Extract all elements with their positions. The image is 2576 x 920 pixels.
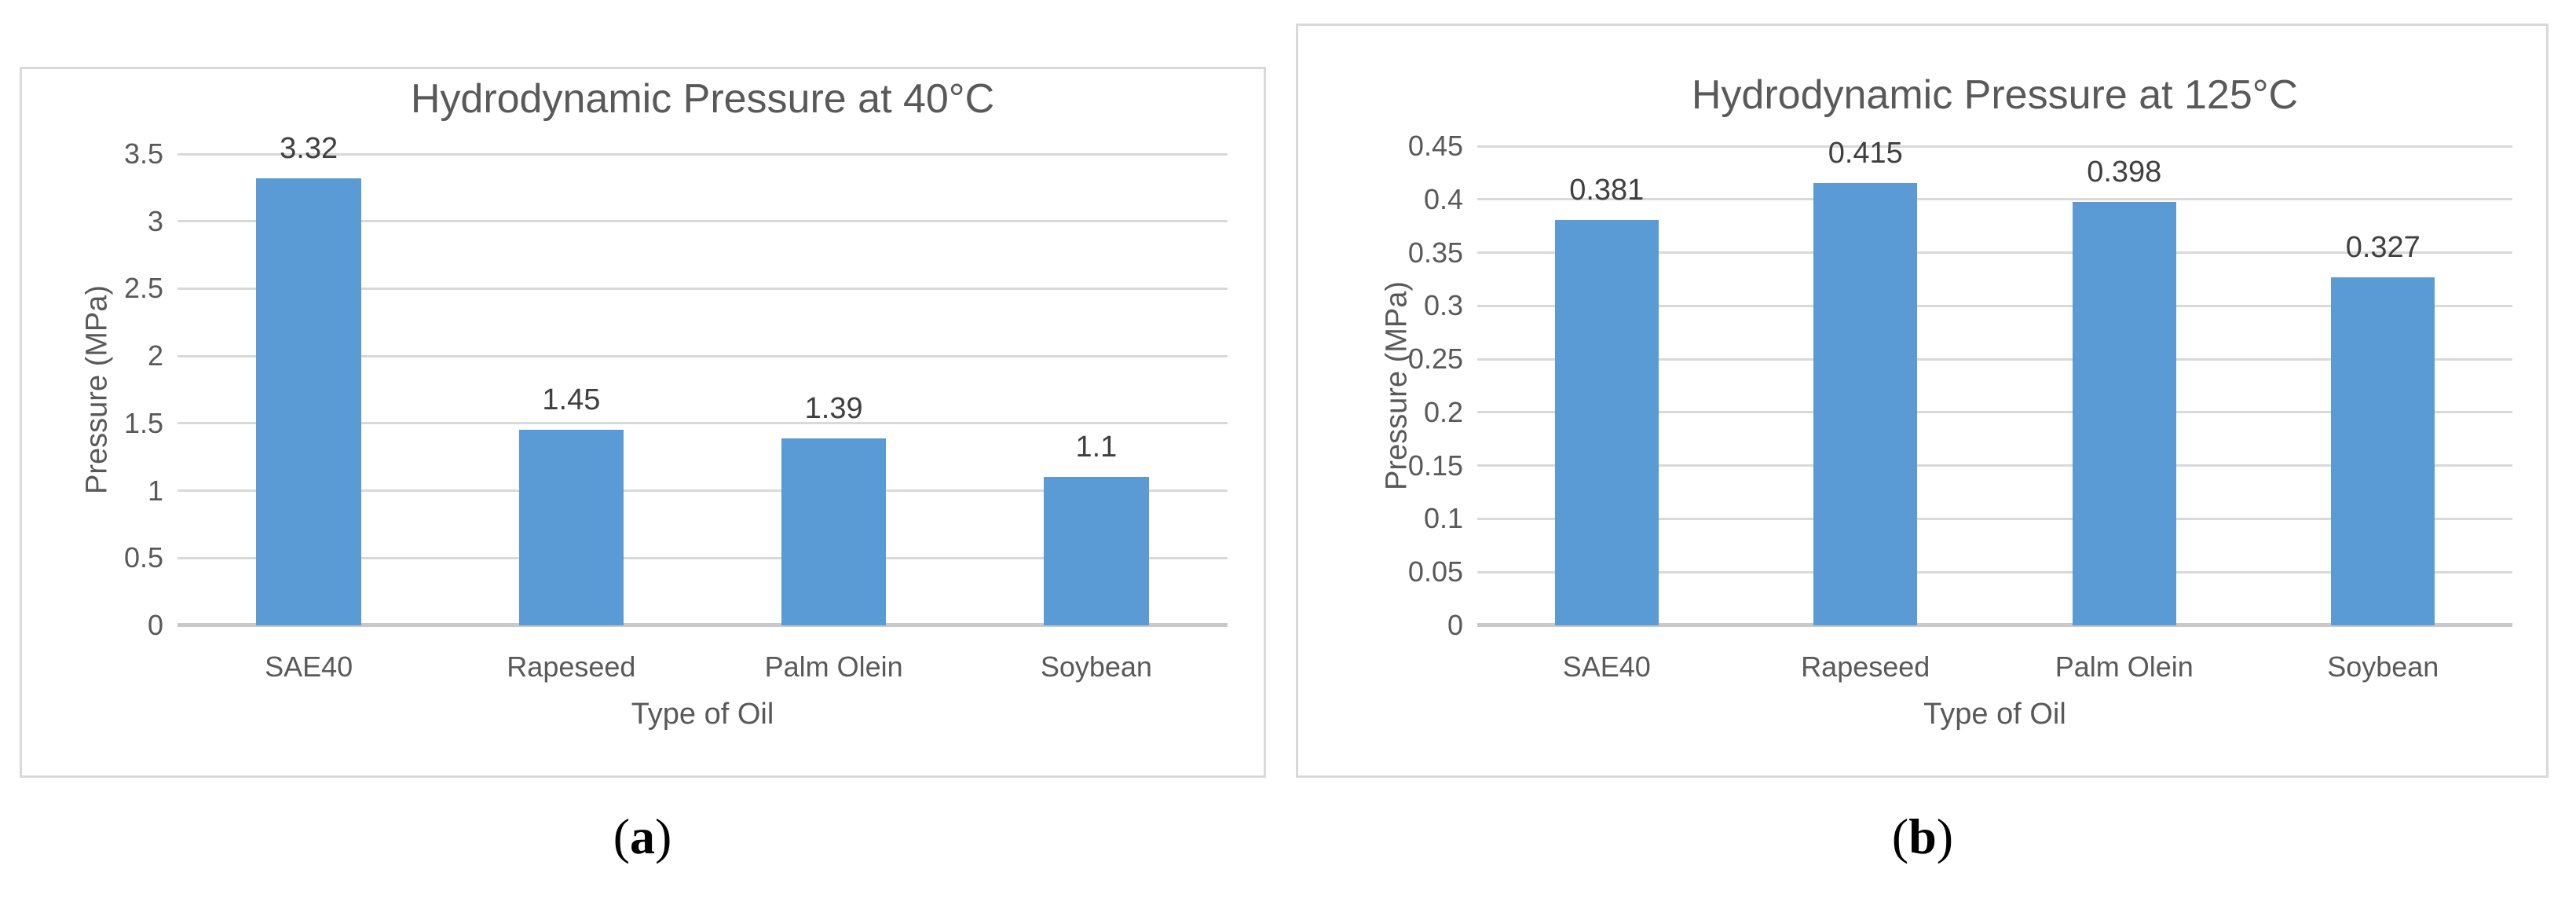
plot-area: Pressure (MPa) Type of Oil 0 0.05 0.1 0.15 0… bbox=[1381, 130, 2512, 731]
gridline bbox=[177, 152, 1228, 156]
y-tick-label: 0 bbox=[147, 609, 163, 641]
bar bbox=[2331, 277, 2435, 625]
y-tick-label: 1 bbox=[147, 474, 163, 507]
y-tick-label: 0.1 bbox=[1423, 502, 1463, 535]
caption-letter: b bbox=[1908, 808, 1937, 864]
gridline bbox=[1477, 357, 2512, 361]
y-tick-label: 3 bbox=[147, 204, 163, 237]
y-tick-label: 0.4 bbox=[1423, 182, 1463, 215]
x-category-label: Palm Olein bbox=[764, 651, 903, 683]
x-category-label: Soybean bbox=[2327, 651, 2439, 683]
bar bbox=[781, 438, 887, 625]
gridline bbox=[177, 287, 1228, 290]
y-tick-label: 0.35 bbox=[1407, 236, 1463, 269]
bar-value-label: 1.39 bbox=[804, 391, 863, 425]
bar bbox=[518, 430, 624, 625]
bar-value-label: 1.1 bbox=[1075, 431, 1118, 464]
y-tick-label: 0.5 bbox=[123, 541, 163, 574]
gridline bbox=[1477, 570, 2512, 574]
y-tick-label: 0.15 bbox=[1407, 449, 1463, 482]
y-tick-label: 0 bbox=[1447, 609, 1463, 641]
gridline bbox=[1477, 464, 2512, 467]
x-category-label: SAE40 bbox=[265, 651, 353, 683]
x-axis-line bbox=[177, 623, 1228, 627]
chart-title: Hydrodynamic Pressure at 40°C bbox=[410, 76, 995, 122]
gridline bbox=[1477, 517, 2512, 520]
gridline bbox=[177, 220, 1228, 223]
bar-value-label: 1.45 bbox=[542, 383, 601, 417]
subfigure-caption-a: (a) bbox=[613, 808, 672, 866]
x-axis-line bbox=[1477, 623, 2512, 627]
caption-close-paren: ) bbox=[655, 808, 672, 864]
chart-panel-a: Hydrodynamic Pressure at 40°C Pressure (… bbox=[20, 67, 1266, 778]
bar-value-label: 0.381 bbox=[1569, 173, 1645, 207]
y-tick-label: 0.05 bbox=[1407, 555, 1463, 588]
x-category-label: Rapeseed bbox=[1801, 651, 1930, 683]
gridline bbox=[177, 354, 1228, 357]
y-tick-label: 0.45 bbox=[1407, 130, 1463, 162]
x-axis-title: Type of Oil bbox=[631, 698, 774, 731]
x-category-label: SAE40 bbox=[1562, 651, 1651, 683]
y-tick-label: 0.2 bbox=[1423, 395, 1463, 428]
gridline bbox=[1477, 304, 2512, 307]
caption-open-paren: ( bbox=[613, 808, 630, 864]
gridline bbox=[1477, 411, 2512, 414]
caption-close-paren: ) bbox=[1936, 808, 1954, 864]
gridline bbox=[177, 556, 1228, 559]
bar bbox=[2072, 201, 2176, 625]
chart-panel-b: Hydrodynamic Pressure at 125°C Pressure … bbox=[1296, 24, 2549, 778]
bar bbox=[1044, 477, 1149, 625]
gridline bbox=[1477, 198, 2512, 201]
x-axis-title: Type of Oil bbox=[1923, 698, 2066, 731]
y-axis-title: Pressure (MPa) bbox=[80, 284, 114, 495]
caption-letter: a bbox=[630, 808, 655, 864]
caption-open-paren: ( bbox=[1891, 808, 1909, 864]
bar bbox=[256, 178, 361, 625]
x-category-label: Rapeseed bbox=[507, 651, 636, 683]
bar bbox=[1554, 219, 1659, 625]
bar-value-label: 3.32 bbox=[280, 131, 338, 165]
x-category-label: Palm Olein bbox=[2055, 651, 2194, 683]
bar bbox=[1813, 183, 1918, 625]
plot-area: Pressure (MPa) Type of Oil 0 0.5 1 1.5 2 2.5 3… bbox=[81, 132, 1228, 731]
bar-value-label: 0.415 bbox=[1828, 137, 1903, 170]
x-category-label: Soybean bbox=[1040, 651, 1152, 683]
y-tick-label: 2 bbox=[147, 339, 163, 372]
chart-title: Hydrodynamic Pressure at 125°C bbox=[1691, 72, 2299, 118]
y-tick-label: 0.25 bbox=[1407, 343, 1463, 376]
y-tick-label: 3.5 bbox=[123, 137, 163, 170]
gridline bbox=[1477, 145, 2512, 148]
bar-value-label: 0.327 bbox=[2345, 230, 2420, 264]
gridline bbox=[177, 422, 1228, 425]
gridline bbox=[177, 489, 1228, 493]
y-tick-label: 0.3 bbox=[1423, 289, 1463, 322]
y-tick-label: 1.5 bbox=[123, 406, 163, 439]
bar-value-label: 0.398 bbox=[2087, 155, 2162, 189]
subfigure-caption-b: (b) bbox=[1892, 808, 1953, 866]
y-tick-label: 2.5 bbox=[123, 272, 163, 305]
gridline bbox=[1477, 251, 2512, 255]
